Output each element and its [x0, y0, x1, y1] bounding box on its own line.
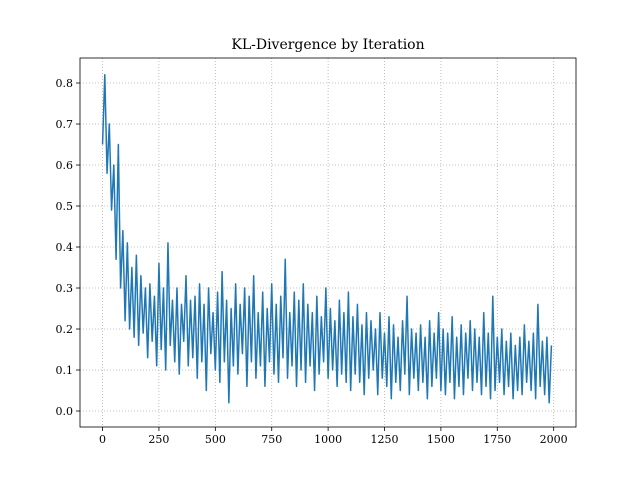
y-tick-label: 0.4 [56, 241, 74, 254]
y-tick-label: 0.3 [56, 282, 74, 295]
y-tick-label: 0.2 [56, 323, 74, 336]
x-tick-label: 1750 [483, 433, 511, 446]
x-tick-label: 0 [99, 433, 106, 446]
plot-frame [79, 57, 577, 428]
x-tick-label: 250 [148, 433, 169, 446]
x-tick-label: 2000 [540, 433, 568, 446]
x-tick-label: 1250 [371, 433, 399, 446]
y-tick-label: 0.8 [56, 77, 74, 90]
chart-title: KL-Divergence by Iteration [231, 37, 424, 53]
y-tick-label: 0.0 [56, 405, 74, 418]
data-line [101, 74, 553, 404]
x-tick-label: 500 [205, 433, 226, 446]
y-tick-label: 0.5 [56, 200, 74, 213]
y-tick-label: 0.1 [56, 364, 74, 377]
y-tick-label: 0.7 [56, 118, 74, 131]
y-tick-label: 0.6 [56, 159, 74, 172]
x-tick-label: 750 [261, 433, 282, 446]
x-tick-label: 1500 [427, 433, 455, 446]
x-tick-label: 1000 [314, 433, 342, 446]
